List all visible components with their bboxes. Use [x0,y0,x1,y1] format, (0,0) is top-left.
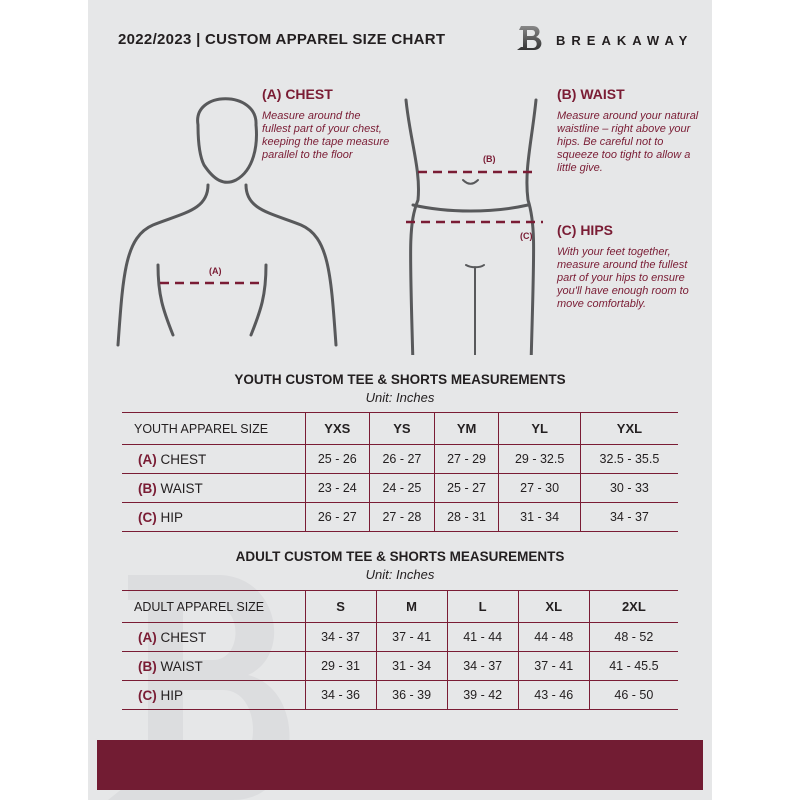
header-row: YOUTH APPAREL SIZE YXS YS YM YL YXL [122,412,678,445]
measurement-value: 30 - 33 [579,473,678,503]
measurement-value: 25 - 27 [433,473,499,503]
size-header: M [375,590,448,623]
measurement-value: 29 - 32.5 [498,444,581,474]
measurement-letter: (A) [138,451,157,467]
measurement-value: 27 - 30 [498,473,581,503]
measurement-value: 25 - 26 [304,444,370,474]
table-row: (C) HIP 34 - 36 36 - 39 39 - 42 43 - 46 46 - … [122,680,678,710]
measurement-letter: (C) [138,509,157,525]
size-header: YM [433,412,499,445]
measurement-value: 46 - 50 [588,680,678,710]
measurement-label: (C) HIP [122,502,305,532]
measurement-value: 31 - 34 [375,651,448,681]
waist-description: Measure around your natural waistline – … [557,110,699,174]
chest-marker: (A) [209,266,222,276]
header-row: ADULT APPAREL SIZE S M L XL 2XL [122,590,678,623]
table-row: (C) HIP 26 - 27 27 - 28 28 - 31 31 - 34 34 - … [122,502,678,532]
chest-heading: (A) CHEST [262,86,333,102]
hips-marker: (C) [520,231,533,241]
measurement-name: CHEST [160,629,207,645]
measurement-label: (B) WAIST [122,473,305,503]
youth-size-table: YOUTH APPAREL SIZE YXS YS YM YL YXL (A) CHEST 2… [122,412,678,532]
measurement-value: 34 - 37 [579,502,678,532]
measurement-value: 41 - 44 [446,622,519,652]
youth-section-title: YOUTH CUSTOM TEE & SHORTS MEASUREMENTS [234,372,566,387]
measurement-value: 26 - 27 [304,502,370,532]
hips-heading: (C) HIPS [557,222,613,238]
measurement-name: HIP [160,509,184,525]
measurement-letter: (B) [138,658,157,674]
table-row: (B) WAIST 29 - 31 31 - 34 34 - 37 37 - 41 41 … [122,651,678,681]
measurement-value: 34 - 36 [304,680,377,710]
body-illustrations [116,97,543,355]
size-header: 2XL [588,590,678,623]
measurement-value: 28 - 31 [433,502,499,532]
adult-unit: Unit: Inches [365,567,435,582]
measurement-value: 41 - 45.5 [588,651,678,681]
chest-description: Measure around the fullest part of your … [262,110,390,161]
waist-marker: (B) [483,154,496,164]
measurement-value: 37 - 41 [375,622,448,652]
size-chart-page: 2022/2023 | CUSTOM APPAREL SIZE CHART BR… [88,0,712,800]
table-row: (A) CHEST 34 - 37 37 - 41 41 - 44 44 - 48 48 … [122,622,678,652]
size-header: YXS [304,412,370,445]
table-row: (A) CHEST 25 - 26 26 - 27 27 - 29 29 - 32.5 3… [122,444,678,474]
size-header: L [446,590,519,623]
measurement-letter: (C) [138,687,157,703]
size-header: YL [498,412,581,445]
breakaway-logo-icon [517,26,542,50]
measurement-value: 34 - 37 [304,622,377,652]
size-header: YS [369,412,435,445]
brand-name: BREAKAWAY [556,33,694,48]
size-label: ADULT APPAREL SIZE [122,590,305,623]
size-header: XL [517,590,590,623]
measurement-name: CHEST [160,451,207,467]
measurement-value: 27 - 29 [433,444,499,474]
measurement-value: 32.5 - 35.5 [579,444,678,474]
youth-unit: Unit: Inches [365,390,435,405]
measurement-value: 39 - 42 [446,680,519,710]
measurement-value: 34 - 37 [446,651,519,681]
measurement-name: WAIST [160,658,203,674]
footer-bar [97,740,703,790]
measurement-label: (A) CHEST [122,622,305,652]
measurement-value: 23 - 24 [304,473,370,503]
measurement-name: HIP [160,687,184,703]
size-header: S [304,590,377,623]
adult-section-title: ADULT CUSTOM TEE & SHORTS MEASUREMENTS [235,549,565,564]
measurement-letter: (B) [138,480,157,496]
page-title: 2022/2023 | CUSTOM APPAREL SIZE CHART [118,31,446,48]
adult-size-table: ADULT APPAREL SIZE S M L XL 2XL (A) CHEST 34 - … [122,590,678,710]
measurement-name: WAIST [160,480,203,496]
waist-heading: (B) WAIST [557,86,625,102]
measurement-label: (A) CHEST [122,444,305,474]
table-row: (B) WAIST 23 - 24 24 - 25 25 - 27 27 - 30 30 … [122,473,678,503]
measurement-value: 24 - 25 [369,473,435,503]
measurement-value: 26 - 27 [369,444,435,474]
measurement-value: 27 - 28 [369,502,435,532]
measurement-value: 48 - 52 [588,622,678,652]
measurement-letter: (A) [138,629,157,645]
measurement-value: 43 - 46 [517,680,590,710]
measurement-value: 31 - 34 [498,502,581,532]
measurement-value: 36 - 39 [375,680,448,710]
measurement-value: 44 - 48 [517,622,590,652]
measurement-label: (B) WAIST [122,651,305,681]
size-header: YXL [579,412,678,445]
measurement-value: 29 - 31 [304,651,377,681]
size-label: YOUTH APPAREL SIZE [122,412,305,445]
measurement-value: 37 - 41 [517,651,590,681]
measurement-label: (C) HIP [122,680,305,710]
hips-description: With your feet together, measure around … [557,246,689,310]
